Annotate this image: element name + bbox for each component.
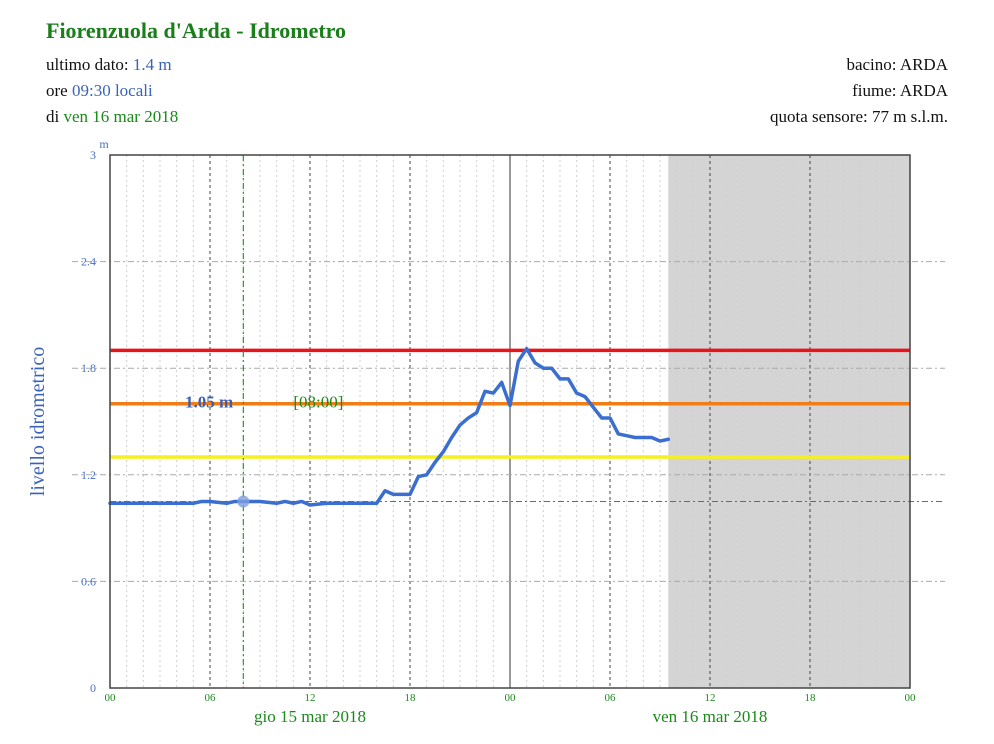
last-reading-info: ultimo dato: 1.4 m ore 09:30 locali di v… — [46, 52, 178, 130]
y-tick-label: 0.6 — [81, 574, 96, 588]
water-level-point — [208, 500, 212, 503]
last-time-line: ore 09:30 locali — [46, 78, 178, 104]
x-tick-label: 06 — [205, 692, 217, 704]
last-date: ven 16 mar 2018 — [63, 107, 179, 126]
water-level-point — [525, 347, 528, 350]
water-level-point — [375, 502, 378, 505]
water-level-point — [392, 493, 395, 496]
water-level-point — [292, 502, 295, 505]
y-tick-label: 1.8 — [81, 361, 96, 375]
x-tick-label: 00 — [905, 692, 917, 704]
x-tick-label: 00 — [105, 692, 117, 704]
water-level-point — [458, 423, 462, 427]
water-level-point — [508, 404, 512, 407]
water-level-point — [225, 502, 228, 505]
station-info: bacino: ARDA fiume: ARDA quota sensore: … — [770, 52, 948, 130]
water-level-point — [400, 493, 403, 496]
water-level-point — [558, 377, 562, 381]
water-level-point — [283, 500, 287, 503]
water-level-point — [583, 395, 587, 398]
water-level-point — [300, 500, 303, 503]
water-level-point — [633, 436, 637, 439]
water-level-point — [625, 434, 628, 437]
y-unit-label: m — [99, 137, 109, 151]
water-level-point — [667, 438, 670, 441]
cursor-value-label: 1.05 m — [185, 392, 233, 411]
last-time-label: ore — [46, 81, 72, 100]
y-tick-label: 0 — [90, 681, 96, 695]
x-tick-label: 18 — [805, 692, 817, 704]
sensor-elevation-text: quota sensore: 77 m s.l.m. — [769, 107, 948, 126]
water-level-point — [483, 390, 487, 393]
water-level-point — [475, 411, 478, 414]
water-level-point — [442, 450, 445, 453]
water-level-point — [158, 502, 162, 505]
water-level-point — [608, 416, 612, 420]
water-level-point — [433, 461, 437, 464]
last-date-label: di — [46, 107, 64, 126]
x-tick-label: 12 — [305, 692, 316, 704]
water-level-point — [500, 381, 503, 384]
cursor-time-label: [08:00] — [293, 392, 343, 411]
water-level-point — [617, 432, 620, 436]
last-value-line: ultimo dato: 1.4 m — [46, 52, 178, 78]
y-tick-label: 1.2 — [81, 468, 96, 482]
y-axis-label: livello idrometrico — [27, 347, 49, 496]
last-value: 1.4 m — [132, 55, 172, 74]
water-level-point — [592, 406, 595, 409]
water-level-point — [492, 391, 495, 395]
water-level-point — [258, 500, 262, 503]
page-title: Fiorenzuola d'Arda - Idrometro — [46, 18, 347, 43]
water-level-point — [275, 502, 278, 505]
last-date-line: di ven 16 mar 2018 — [46, 104, 178, 130]
water-level-point — [358, 502, 362, 505]
last-time: 09:30 locali — [71, 81, 153, 100]
water-level-point — [325, 502, 328, 505]
water-level-point — [175, 502, 178, 505]
water-level-point — [192, 502, 195, 505]
day-label: gio 15 mar 2018 — [254, 707, 366, 726]
y-tick-label: 2.4 — [81, 255, 96, 269]
x-tick-label: 00 — [505, 692, 517, 704]
cursor-marker — [237, 495, 250, 508]
water-level-point — [542, 367, 545, 370]
water-level-point — [383, 489, 387, 492]
day-label: ven 16 mar 2018 — [653, 707, 768, 726]
water-level-point — [517, 359, 520, 363]
water-level-point — [650, 436, 653, 439]
water-level-point — [417, 475, 420, 478]
basin-text: bacino: ARDA — [846, 55, 948, 74]
water-level-point — [600, 416, 603, 420]
water-level-point — [575, 391, 578, 395]
water-level-point — [408, 493, 412, 496]
x-tick-label: 18 — [405, 692, 417, 704]
water-level-point — [658, 439, 662, 443]
water-level-point — [342, 502, 345, 505]
water-level-point — [125, 502, 128, 505]
river-text: fiume: ARDA — [852, 81, 948, 100]
water-level-point — [142, 502, 145, 505]
water-level-point — [642, 436, 645, 439]
x-tick-label: 06 — [605, 692, 617, 704]
last-value-label: ultimo dato: — [46, 55, 133, 74]
water-level-point — [308, 503, 312, 507]
water-level-point — [200, 500, 203, 503]
y-tick-label: 3 — [90, 148, 96, 162]
water-level-point — [533, 361, 537, 365]
future-forecast-area — [668, 155, 910, 688]
water-level-point — [550, 367, 553, 370]
water-level-point — [467, 416, 470, 420]
water-level-series-line — [108, 346, 671, 507]
x-tick-label: 12 — [705, 692, 716, 704]
water-level-point — [567, 377, 570, 381]
water-level-point — [450, 436, 453, 439]
water-level-point — [425, 473, 428, 476]
plot-frame — [109, 154, 911, 689]
water-level-point — [233, 500, 237, 503]
